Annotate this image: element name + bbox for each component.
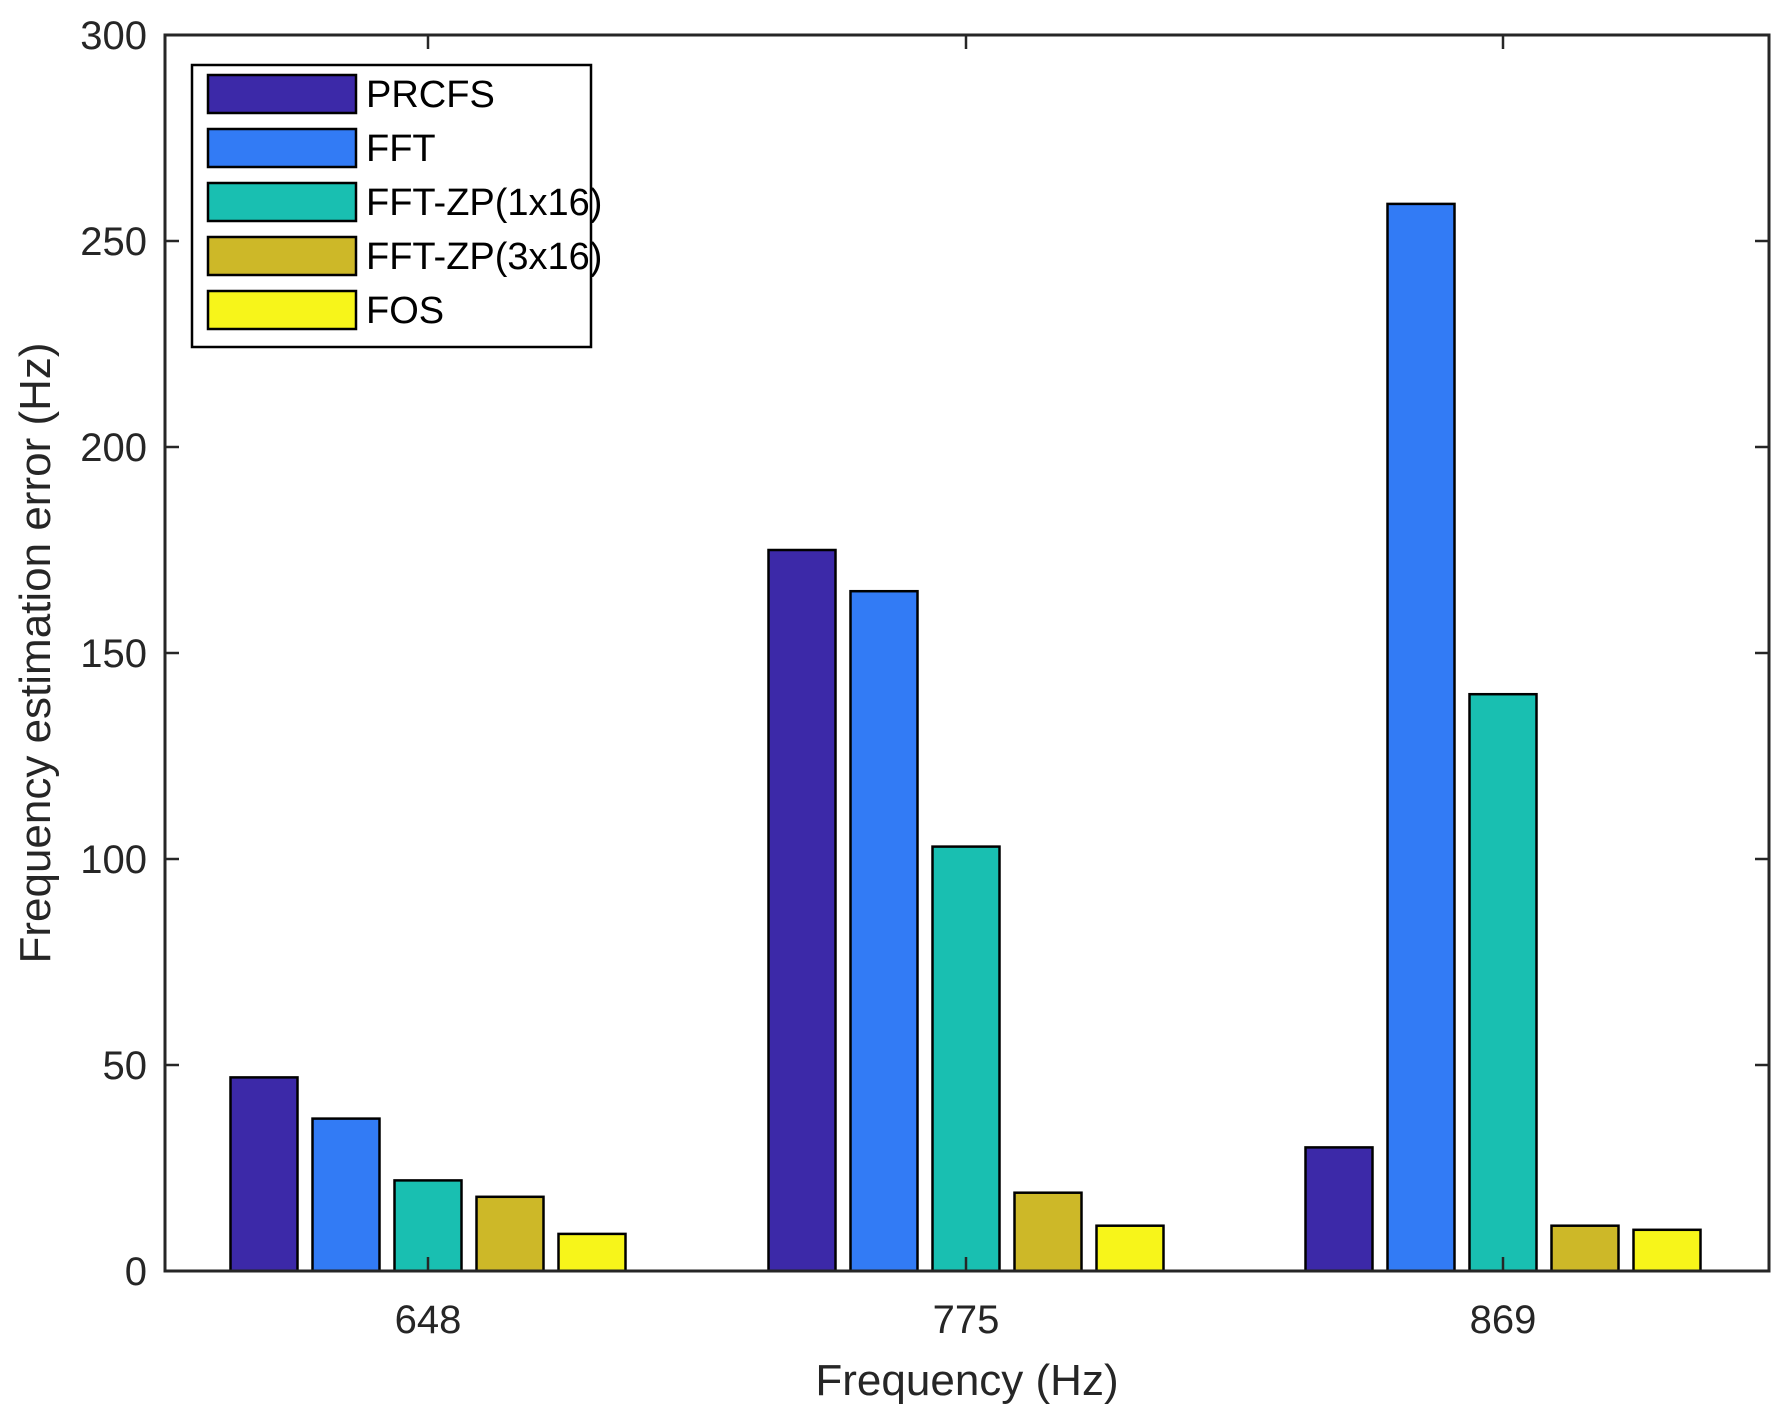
bar-fos-869 bbox=[1632, 1228, 1702, 1273]
legend-label-fft: FFT bbox=[366, 128, 436, 170]
legend-swatch-fft bbox=[206, 127, 358, 169]
bar-fft-zp-1x16--775 bbox=[931, 845, 1001, 1273]
x-tick-label-775: 775 bbox=[933, 1298, 1000, 1342]
legend-label-fos: FOS bbox=[366, 290, 444, 332]
bar-fft-zp-3x16--648 bbox=[475, 1195, 545, 1273]
bar-prcfs-869 bbox=[1304, 1146, 1374, 1273]
y-tick-label: 0 bbox=[125, 1250, 147, 1294]
y-axis-title: Frequency estimation error (Hz) bbox=[11, 342, 60, 963]
y-tick-label: 200 bbox=[80, 426, 147, 470]
bar-fft-zp-3x16--869 bbox=[1550, 1224, 1620, 1273]
legend-swatch-fft-zp-3x16- bbox=[206, 235, 358, 277]
bar-fft-648 bbox=[311, 1117, 381, 1273]
axes-layer: 0 50 100 150 200 250 300 648 775 869 bbox=[80, 14, 1769, 1342]
bar-fft-zp-1x16--869 bbox=[1468, 692, 1538, 1273]
bar-fos-775 bbox=[1095, 1224, 1165, 1273]
legend-label-prcfs: PRCFS bbox=[366, 74, 495, 116]
legend-swatch-prcfs bbox=[206, 73, 358, 115]
y-tick-label: 300 bbox=[80, 14, 147, 58]
y-tick-label: 150 bbox=[80, 632, 147, 676]
legend-label-fft-zp-3x16-: FFT-ZP(3x16) bbox=[366, 236, 602, 278]
bar-fft-775 bbox=[849, 589, 919, 1273]
x-tick-label-869: 869 bbox=[1470, 1298, 1537, 1342]
y-tick-label: 250 bbox=[80, 220, 147, 264]
x-axis-title: Frequency (Hz) bbox=[815, 1356, 1118, 1405]
bar-prcfs-775 bbox=[767, 548, 837, 1273]
bar-fft-zp-1x16--648 bbox=[393, 1179, 463, 1273]
bars-layer bbox=[229, 202, 1702, 1273]
x-tick-label-648: 648 bbox=[395, 1298, 462, 1342]
legend-swatch-fft-zp-1x16- bbox=[206, 181, 358, 223]
bar-prcfs-648 bbox=[229, 1076, 299, 1273]
y-tick-label: 50 bbox=[103, 1044, 148, 1088]
y-tick-label: 100 bbox=[80, 838, 147, 882]
legend-label-fft-zp-1x16-: FFT-ZP(1x16) bbox=[366, 182, 602, 224]
bar-fft-869 bbox=[1386, 202, 1456, 1273]
bar-fos-648 bbox=[557, 1232, 627, 1273]
legend: PRCFS FFT FFT-ZP(1x16) FFT-ZP(3x16) FOS bbox=[190, 63, 602, 349]
legend-swatch-fos bbox=[206, 289, 358, 331]
bar-fft-zp-3x16--775 bbox=[1013, 1191, 1083, 1273]
